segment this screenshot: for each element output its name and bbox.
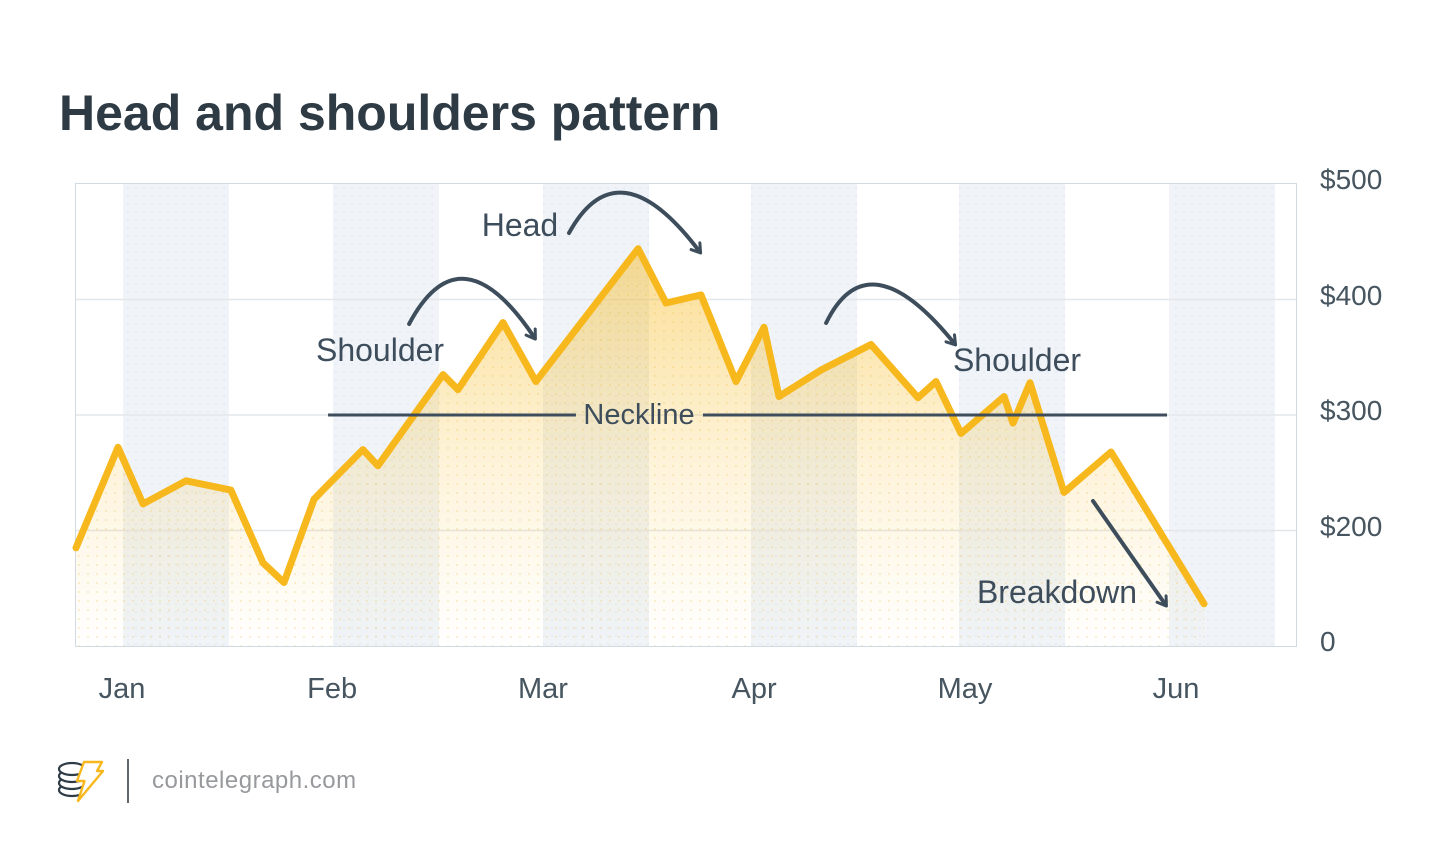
y-axis: $500 $400 $300 $200 0 [1320,0,1430,863]
x-axis-label: May [937,673,993,705]
y-axis-label: $500 [1320,164,1383,195]
annotation-breakdown: Breakdown [977,574,1137,610]
lightning-bolt-icon [75,760,104,803]
y-axis-label: $400 [1320,279,1383,311]
chart-plot-area: Neckline Shoulder Head Shoulder Breakdown [72,183,1297,647]
y-axis-label: $200 [1320,510,1383,542]
x-axis-label: Mar [518,673,568,705]
x-axis-label: Feb [307,673,358,705]
price-line [72,245,1208,608]
x-axis-label: Jan [98,673,146,705]
chart-svg: Neckline Shoulder Head Shoulder Breakdown [72,184,1296,646]
price-area-texture [76,248,1204,646]
head-arrow [567,190,703,255]
footer-site-text: cointelegraph.com [152,767,357,794]
shoulder-right-arrow [824,282,958,347]
annotation-shoulder-right: Shoulder [953,342,1081,378]
cointelegraph-logo [57,760,104,803]
x-axis-label: Jun [1152,673,1200,705]
neckline-label: Neckline [583,399,694,431]
y-axis-label: $300 [1320,395,1383,426]
page-title: Head and shoulders pattern [59,84,721,141]
annotation-shoulder-left: Shoulder [316,332,444,368]
breakdown-arrow [1091,499,1168,608]
footer-divider [127,759,129,803]
x-axis: Jan Feb Mar Apr May Jun [75,673,1295,713]
annotation-head: Head [482,207,559,243]
shoulder-left-arrow [407,276,537,341]
x-axis-label: Apr [731,673,777,705]
footer: cointelegraph.com [56,758,357,804]
y-axis-label: 0 [1320,626,1336,657]
